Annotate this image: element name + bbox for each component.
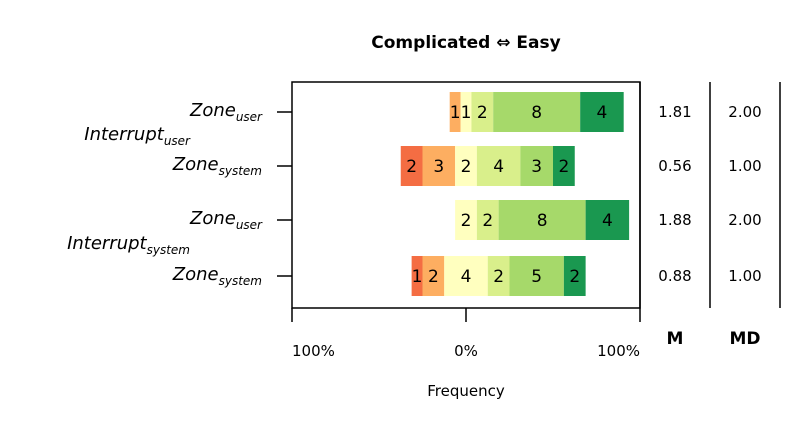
bar-segment (563, 256, 586, 296)
bar-segment-label: 4 (461, 267, 472, 287)
stats-header-mean: M (667, 329, 684, 349)
bar-segment-label: 8 (531, 103, 542, 123)
x-tick-label: 100% (597, 342, 640, 360)
bar-segment (493, 92, 581, 132)
bar-segment (455, 200, 477, 240)
bar-segment-label: 4 (493, 157, 504, 177)
bars-layer: 1 1 2 8 42 3 2 4 3 22 2 8 41 2 4 2 5 2 (400, 92, 630, 296)
bar-segment (520, 146, 553, 186)
median-value: 1.00 (728, 157, 761, 175)
y-tick-label: Zoneuser (189, 208, 263, 232)
bar-segment (471, 92, 494, 132)
group-label: Interruptsystem (67, 233, 190, 257)
bar-segment-label: 1 (412, 267, 423, 287)
bar-segment (487, 256, 510, 296)
x-axis-label: Frequency (427, 382, 505, 400)
bar-segment-label: 2 (461, 157, 472, 177)
bar-segment (400, 146, 423, 186)
bar-segment-label: 1 (450, 103, 461, 123)
y-tick-label: Zoneuser (189, 100, 263, 124)
x-tick-label: 100% (292, 342, 335, 360)
median-value: 2.00 (728, 103, 761, 121)
mean-value: 0.88 (658, 267, 691, 285)
bar-segment (553, 146, 575, 186)
x-axis: 100% 0% 100% (291, 308, 641, 360)
bar-segment (498, 200, 586, 240)
y-axis-labels: Zoneuser Zonesystem Zoneuser Zonesystem Inte… (67, 100, 292, 288)
x-tick-label: 0% (454, 342, 478, 360)
bar-segment (455, 146, 477, 186)
bar-segment (580, 92, 624, 132)
bar-segment-label: 3 (433, 157, 444, 177)
bar-segment-label: 8 (537, 211, 548, 231)
bar-segment-label: 2 (569, 267, 580, 287)
mean-value: 1.88 (658, 211, 691, 229)
bar-segment-label: 2 (558, 157, 569, 177)
median-value: 1.00 (728, 267, 761, 285)
bar-segment-label: 2 (406, 157, 417, 177)
y-tick-label: Zonesystem (172, 154, 262, 178)
stats-columns: 1.81 2.00 0.56 1.00 1.88 2.00 0.88 1.00 (658, 103, 761, 285)
bar-segment-label: 2 (493, 267, 504, 287)
bar-segment (476, 146, 521, 186)
stats-header-median: MD (729, 329, 760, 349)
bar-segment (422, 146, 456, 186)
group-label: Interruptuser (84, 124, 191, 148)
bar-segment (476, 200, 499, 240)
bar-segment-label: 1 (461, 103, 472, 123)
bar-segment (444, 256, 488, 296)
bar-segment (449, 92, 461, 132)
bar-segment-label: 2 (461, 211, 472, 231)
bar-segment (509, 256, 564, 296)
bar-segment-label: 4 (597, 103, 608, 123)
bar-segment (585, 200, 630, 240)
chart-title: Complicated ⇔ Easy (371, 33, 560, 53)
bar-segment-label: 2 (477, 103, 488, 123)
bar-segment-label: 3 (531, 157, 542, 177)
mean-value: 0.56 (658, 157, 691, 175)
median-value: 2.00 (728, 211, 761, 229)
mean-value: 1.81 (658, 103, 691, 121)
bar-segment-label: 2 (428, 267, 439, 287)
y-tick-label: Zonesystem (172, 264, 262, 288)
bar-segment (460, 92, 472, 132)
bar-segment (411, 256, 423, 296)
bar-segment-label: 4 (602, 211, 613, 231)
bar-segment (422, 256, 445, 296)
bar-segment-label: 5 (531, 267, 542, 287)
bar-segment-label: 2 (482, 211, 493, 231)
